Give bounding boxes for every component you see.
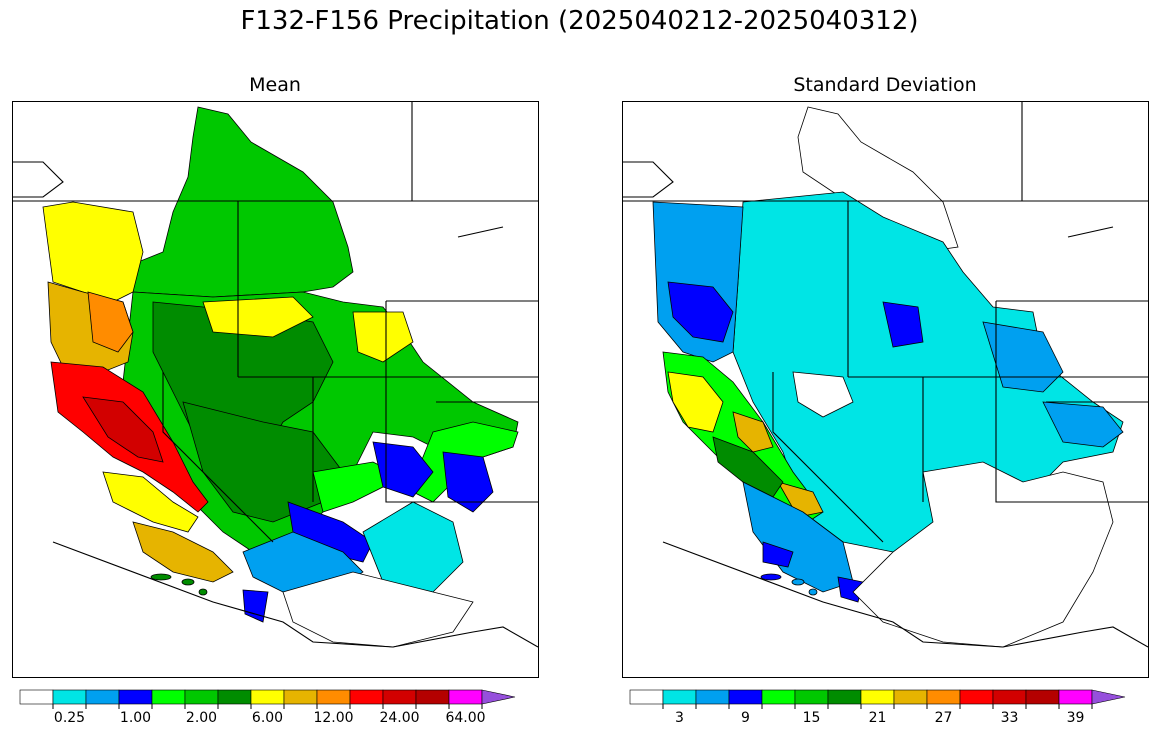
colorbar-swatch bbox=[893, 689, 928, 705]
colorbar-swatch bbox=[382, 689, 417, 705]
colorbar-swatch bbox=[19, 689, 54, 705]
sd-region-lightblue-e2 bbox=[1042, 401, 1124, 448]
mean-region-orange bbox=[87, 291, 134, 353]
colorbar-sd bbox=[629, 689, 1140, 709]
mean-region-yellow-wy bbox=[352, 311, 414, 363]
mean-borders bbox=[13, 102, 538, 648]
colorbar-swatch bbox=[283, 689, 318, 705]
sd-region-gold-ca2 bbox=[777, 481, 824, 518]
colorbar-swatch bbox=[448, 689, 483, 705]
colorbar-tick-label: 9 bbox=[741, 710, 750, 726]
colorbar-extend-arrow bbox=[1091, 689, 1126, 705]
mean-region-yellow-id bbox=[202, 296, 314, 338]
map-sd-svg bbox=[623, 102, 1148, 648]
sd-region-white-se bbox=[852, 461, 1114, 648]
colorbar-swatch bbox=[52, 689, 87, 705]
colorbar-tick-label: 21 bbox=[868, 710, 887, 726]
sd-fill-layer bbox=[652, 106, 1124, 648]
colorbar-swatch bbox=[860, 689, 895, 705]
colorbar-swatch bbox=[349, 689, 384, 705]
colorbar-mean-svg bbox=[19, 689, 516, 709]
sd-region-yellow-ca bbox=[667, 371, 724, 433]
map-mean bbox=[12, 101, 539, 678]
colorbar-swatch bbox=[250, 689, 285, 705]
mean-islands bbox=[150, 573, 208, 596]
colorbar-swatch bbox=[118, 689, 153, 705]
panel-title-mean: Mean bbox=[249, 74, 301, 96]
colorbar-tick-label: 2.00 bbox=[185, 710, 218, 726]
mean-region-north bbox=[132, 106, 354, 298]
colorbar-swatch bbox=[316, 689, 351, 705]
sd-borders bbox=[623, 102, 1148, 648]
sd-region-blue-socal bbox=[762, 541, 794, 568]
sd-region-blue-or bbox=[667, 281, 734, 343]
colorbar-tick-label: 12.00 bbox=[313, 710, 354, 726]
sd-region-cyan bbox=[732, 191, 1124, 553]
mean-region-yellow-nw bbox=[42, 201, 144, 303]
mean-region-blue-co bbox=[372, 441, 434, 498]
colorbar-tick-label: 1.00 bbox=[119, 710, 152, 726]
colorbar-swatch bbox=[1025, 689, 1060, 705]
mean-region-white-south bbox=[282, 571, 474, 648]
colorbar-swatch bbox=[415, 689, 450, 705]
colorbar-swatch bbox=[151, 689, 186, 705]
colorbar-swatch bbox=[761, 689, 796, 705]
sd-region-lightblue-s bbox=[742, 481, 854, 593]
mean-region-blue-socal bbox=[242, 589, 269, 623]
mean-region-blue-nm bbox=[442, 451, 494, 513]
sd-region-gold-ca bbox=[732, 411, 774, 453]
colorbar-swatch bbox=[695, 689, 730, 705]
colorbar-swatch bbox=[184, 689, 219, 705]
colorbar-swatch bbox=[794, 689, 829, 705]
sd-region-white-nv bbox=[792, 371, 854, 418]
map-mean-svg bbox=[13, 102, 538, 648]
colorbar-swatch bbox=[959, 689, 994, 705]
colorbar-swatch bbox=[926, 689, 961, 705]
colorbar-extend-arrow bbox=[481, 689, 516, 705]
colorbar-swatch bbox=[629, 689, 664, 705]
colorbar-swatch bbox=[1058, 689, 1093, 705]
colorbar-tick-label: 39 bbox=[1066, 710, 1085, 726]
panel-title-sd: Standard Deviation bbox=[793, 74, 977, 96]
colorbar-mean bbox=[19, 689, 530, 709]
colorbar-tick-label: 64.00 bbox=[445, 710, 486, 726]
colorbar-tick-label: 27 bbox=[934, 710, 953, 726]
colorbar-tick-label: 15 bbox=[802, 710, 821, 726]
colorbar-swatch bbox=[217, 689, 252, 705]
colorbar-swatch bbox=[728, 689, 763, 705]
sd-region-blue-id bbox=[882, 301, 924, 348]
figure-title: F132-F156 Precipitation (2025040212-2025… bbox=[240, 6, 919, 36]
mean-fill-layer bbox=[42, 106, 519, 648]
colorbar-swatch bbox=[85, 689, 120, 705]
mean-region-gold-ca bbox=[132, 521, 234, 583]
colorbar-tick-label: 0.25 bbox=[53, 710, 86, 726]
mean-region-darkred bbox=[82, 396, 164, 463]
colorbar-tick-label: 24.00 bbox=[379, 710, 420, 726]
colorbar-tick-label: 33 bbox=[1000, 710, 1019, 726]
mean-region-yellow-ca bbox=[102, 471, 199, 533]
colorbar-swatch bbox=[662, 689, 697, 705]
sd-islands bbox=[760, 573, 818, 596]
colorbar-tick-label: 3 bbox=[675, 710, 684, 726]
sd-region-lightblue-e bbox=[982, 321, 1064, 393]
colorbar-sd-svg bbox=[629, 689, 1126, 709]
map-sd bbox=[622, 101, 1149, 678]
colorbar-swatch bbox=[992, 689, 1027, 705]
colorbar-tick-label: 6.00 bbox=[251, 710, 284, 726]
colorbar-swatch bbox=[827, 689, 862, 705]
